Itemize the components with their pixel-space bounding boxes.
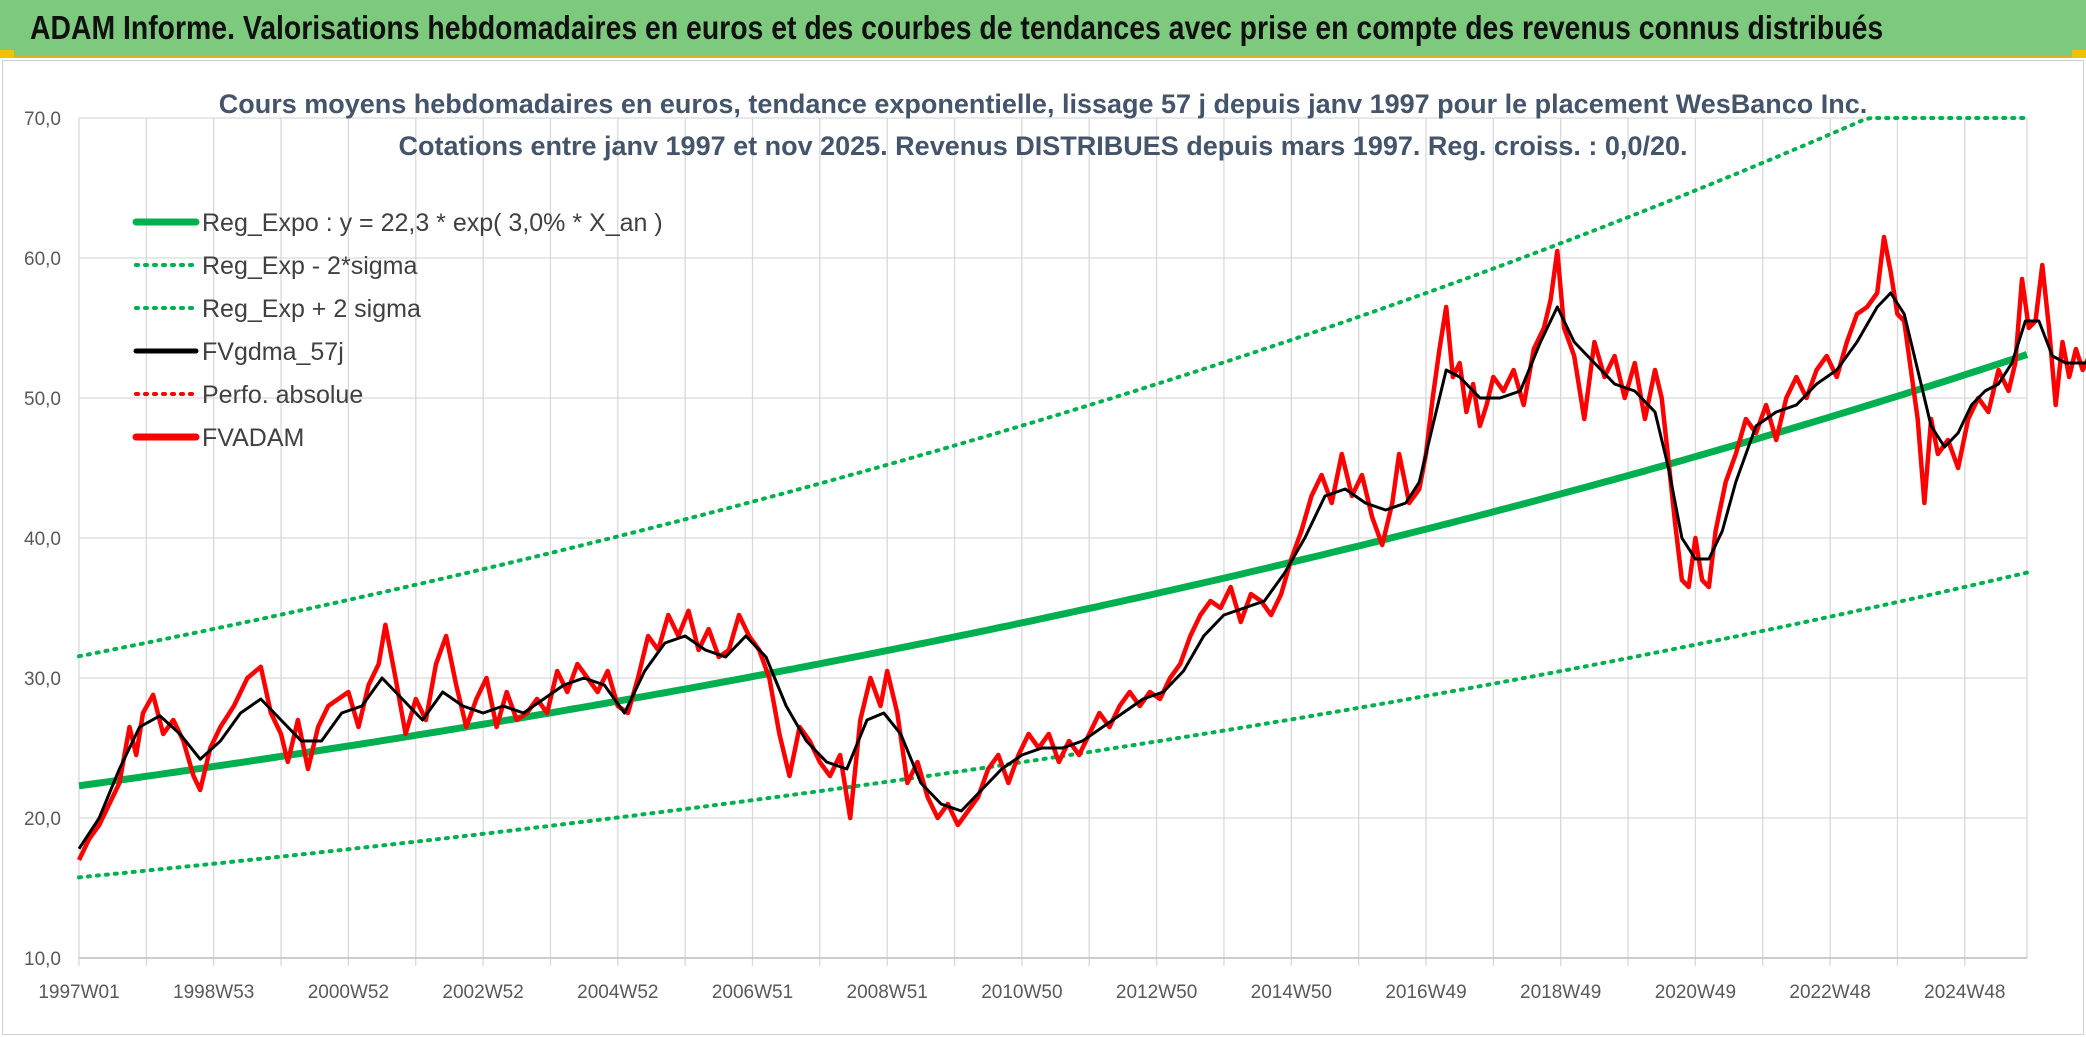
fvgdma-57j-line [77,291,2086,850]
corner-marker-left [0,50,14,58]
x-tick-label: 2020W49 [1655,982,1736,1003]
x-tick-label: 2012W50 [1116,982,1197,1003]
legend-label: Reg_Expo : y = 22,3 * exp( 3,0% * X_an ) [202,209,663,237]
grid-lines [78,117,2028,966]
y-tick-labels: 10,0 20,0 30,0 40,0 50,0 60,0 70,0 [24,109,61,970]
reg-plus-2sigma-line [77,116,2029,659]
reg-minus-2sigma-line [77,570,2029,880]
x-tick-label: 2002W52 [442,982,523,1003]
x-tick-label: 2024W48 [1924,982,2005,1003]
y-tick-label: 70,0 [24,109,61,130]
x-tick-labels: 1997W01 1998W53 2000W52 2002W52 2004W52 2006W… [38,982,2005,1003]
corner-marker-right [2072,50,2086,58]
data-series [76,234,2086,861]
legend-label: Reg_Exp - 2*sigma [202,252,417,280]
x-tick-label: 2016W49 [1385,982,1466,1003]
y-tick-label: 60,0 [24,249,61,270]
y-tick-label: 40,0 [24,529,61,550]
x-tick-label: 2014W50 [1251,982,1332,1003]
x-tick-label: 2006W51 [712,982,793,1003]
x-tick-label: 2008W51 [847,982,928,1003]
report-title: ADAM Informe. Valorisations hebdomadaire… [30,9,1884,46]
y-tick-label: 30,0 [24,669,61,690]
x-tick-label: 2010W50 [981,982,1062,1003]
legend-label: FVgdma_57j [202,338,344,366]
legend-label: Reg_Exp + 2 sigma [202,295,421,323]
legend: Reg_Expo : y = 22,3 * exp( 3,0% * X_an )… [132,209,663,452]
x-tick-label: 1997W01 [38,982,119,1003]
y-tick-label: 50,0 [24,389,61,410]
x-tick-label: 2022W48 [1789,982,1870,1003]
x-tick-label: 2000W52 [308,982,389,1003]
y-tick-label: 10,0 [24,949,61,970]
x-tick-label: 1998W53 [173,982,254,1003]
report-banner: ADAM Informe. Valorisations hebdomadaire… [0,0,2086,58]
chart-title-line-2: Cotations entre janv 1997 et nov 2025. R… [398,131,1687,161]
regression-lines [77,116,2029,880]
legend-label: FVADAM [202,424,304,452]
x-tick-label: 2018W49 [1520,982,1601,1003]
fvadam-line [76,234,2086,861]
chart-title-line-1: Cours moyens hebdomadaires en euros, ten… [219,89,1868,119]
reg-expo-line [78,351,2029,790]
legend-label: Perfo. absolue [202,381,363,409]
y-tick-label: 20,0 [24,809,61,830]
x-tick-label: 2004W52 [577,982,658,1003]
